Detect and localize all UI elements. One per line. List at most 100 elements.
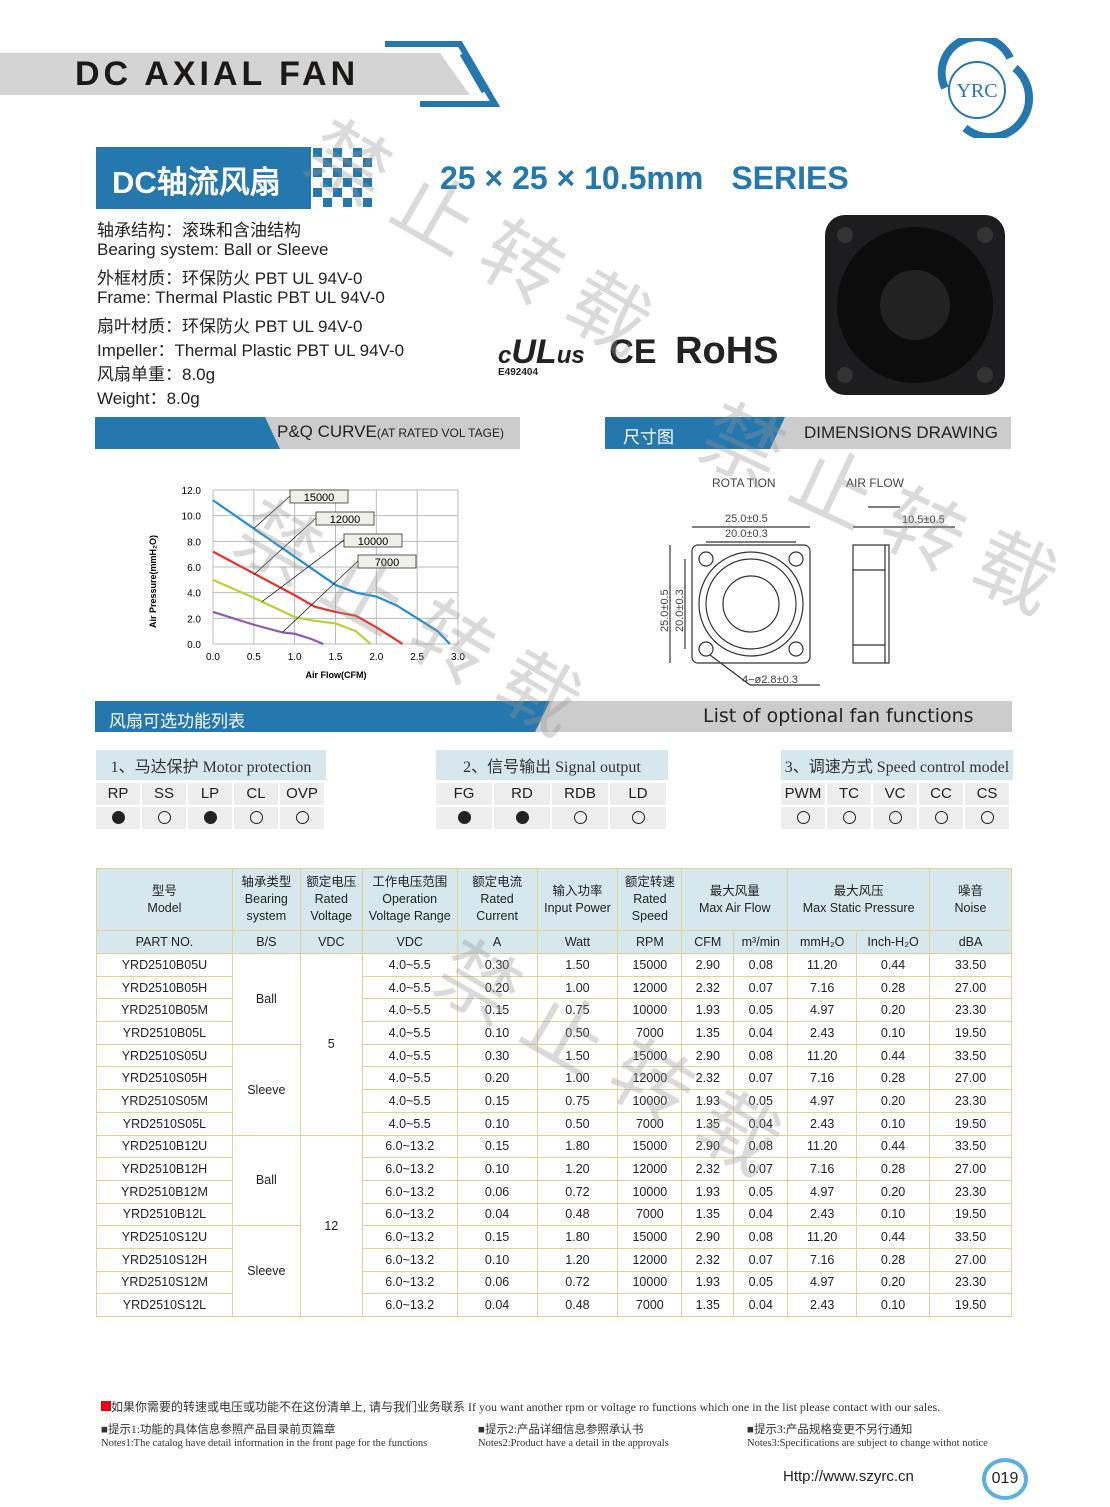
pressure-inch-cell: 0.28 [856,975,931,1000]
power-cell: 0.75 [536,998,619,1023]
airflow-cfm-cell: 2.90 [681,1043,735,1068]
table-row: YRD2510S12L 6.0~13.2 0.04 0.48 7000 1.35 0.04 2… [96,1293,1012,1317]
function-grid: PWM TC VC CC CS [781,783,1009,831]
height-inner-dim: 20.0±0.3 [674,589,686,632]
pq-subtitle: (AT RATED VOL TAGE) [376,426,504,440]
x-tick-label: 0.5 [247,652,261,663]
height-outer-dim: 25.0±0.5 [659,589,671,632]
functions-title-en: List of optional fan functions [703,705,974,727]
pressure-mmh2o-cell: 4.97 [787,1179,858,1204]
voltage-range-cell: 4.0~5.5 [361,1021,458,1045]
function-cl: CL [234,783,278,831]
table-row: YRD2510S05H 4.0~5.5 0.20 1.00 12000 2.32 0.07 7… [96,1066,1012,1091]
speed-cell: 12000 [617,1157,683,1181]
pressure-mmh2o-cell: 2.43 [787,1293,858,1317]
part-no-cell: YRD2510B12H [96,1157,233,1181]
spec-line: 轴承结构：滚珠和含油结构 [97,221,301,240]
airflow-m3-cell: 0.07 [733,975,789,1000]
pressure-inch-cell: 0.20 [856,1179,931,1204]
speed-cell: 7000 [617,1202,683,1227]
column-header: 额定电流 Rated Current [456,868,538,931]
current-cell: 0.30 [456,1043,538,1068]
website-link[interactable]: Http://www.szyrc.cn [783,1468,914,1485]
function-status [610,807,666,829]
speed-cell: 12000 [617,1247,683,1272]
unit-header: m³/min [733,930,789,954]
current-cell: 0.15 [456,1225,538,1249]
unit-header: dBA [929,930,1012,954]
unit-header: VDC [299,930,363,954]
column-header: 额定转速 Rated Speed [617,868,683,931]
function-lp: LP [188,783,232,831]
function-code: PWM [781,783,825,805]
dimensions-section-header: 尺寸图 DIMENSIONS DRAWING [605,417,1011,449]
function-code: LP [188,783,232,805]
function-status [873,807,917,829]
speed-cell: 10000 [617,1179,683,1204]
voltage-range-cell: 6.0~13.2 [361,1157,458,1181]
function-code: FG [436,783,492,805]
spec-line: 外框材质：环保防火 PBT UL 94V-0 [97,269,363,288]
column-header: 额定电压 Rated Voltage [299,868,363,931]
series-label-box [343,533,403,548]
function-code: CS [965,783,1009,805]
noise-cell: 33.50 [929,1134,1012,1159]
speed-cell: 15000 [617,1225,683,1249]
pressure-inch-cell: 0.10 [856,1202,931,1227]
function-status [827,807,871,829]
airflow-cfm-cell: 1.35 [681,1293,735,1317]
function-status [919,807,963,829]
table-row: YRD2510B12M 6.0~13.2 0.06 0.72 10000 1.93 0.05… [96,1179,1012,1204]
spec-line: Bearing system: Ball or Sleeve [97,240,329,259]
certifications: cULus CE RoHS E492404 [498,330,779,378]
function-grid: RP SS LP CL OVP [96,783,324,831]
speed-cell: 12000 [617,975,683,1000]
pressure-inch-cell: 0.20 [856,1270,931,1295]
empty-circle-icon [934,811,948,824]
pressure-mmh2o-cell: 7.16 [787,1247,858,1272]
function-pwm: PWM [781,783,825,831]
label-arrow [253,517,317,575]
current-cell: 0.15 [456,1134,538,1159]
series-label: 12000 [330,514,361,526]
airflow-m3-cell: 0.04 [733,1202,789,1227]
part-no-cell: YRD2510B05L [96,1021,233,1045]
empty-circle-icon [796,811,810,824]
function-status [142,807,186,829]
table-row: YRD2510B05U Ball 5 4.0~5.5 0.30 1.50 15000 2.90… [96,953,1012,1136]
current-cell: 0.04 [456,1202,538,1227]
bearing-cell: Sleeve [231,1225,301,1317]
column-header: 工作电压范围 Operation Voltage Range [361,868,458,931]
curve-7000 [212,610,324,646]
series-label-box [315,511,375,526]
function-code: OVP [280,783,324,805]
spec-table: 型号 Model 轴承类型 Bearing system 额定电压 Rated Vo… [96,868,1012,1317]
pressure-mmh2o-cell: 11.20 [787,953,858,977]
pressure-mmh2o-cell: 11.20 [787,1225,858,1249]
noise-cell: 33.50 [929,1225,1012,1249]
function-status [781,807,825,829]
series-label: SERIES [731,160,849,196]
airflow-m3-cell: 0.08 [733,1225,789,1249]
speed-cell: 7000 [617,1293,683,1317]
empty-circle-icon [980,811,994,824]
column-header: 输入功率 Input Power [536,868,619,931]
unit-header: A [456,930,538,954]
unit-header: Inch-H₂O [856,930,931,954]
pq-section-header: P&Q CURVE(AT RATED VOL TAGE) [95,417,520,449]
part-no-cell: YRD2510S12M [96,1270,233,1295]
unit-row: PART NO. B/S VDC VDC A Watt RPM CFM m³/min mmH₂O I… [96,930,1012,954]
part-no-cell: YRD2510S05U [96,1043,233,1068]
pressure-mmh2o-cell: 4.97 [787,1270,858,1295]
airflow-label: AIR FLOW [846,476,905,490]
pressure-inch-cell: 0.20 [856,1089,931,1113]
functions-section-header: 风扇可选功能列表 List of optional fan functions [95,701,1012,732]
part-no-cell: YRD2510S05L [96,1111,233,1136]
voltage-range-cell: 6.0~13.2 [361,1134,458,1159]
x-tick-label: 2.0 [369,652,383,663]
spec-line: 扇叶材质：环保防火 PBT UL 94V-0 [97,317,363,336]
function-status [436,807,492,829]
noise-cell: 23.30 [929,1089,1012,1113]
speed-cell: 15000 [617,1043,683,1068]
airflow-cfm-cell: 1.93 [681,1270,735,1295]
